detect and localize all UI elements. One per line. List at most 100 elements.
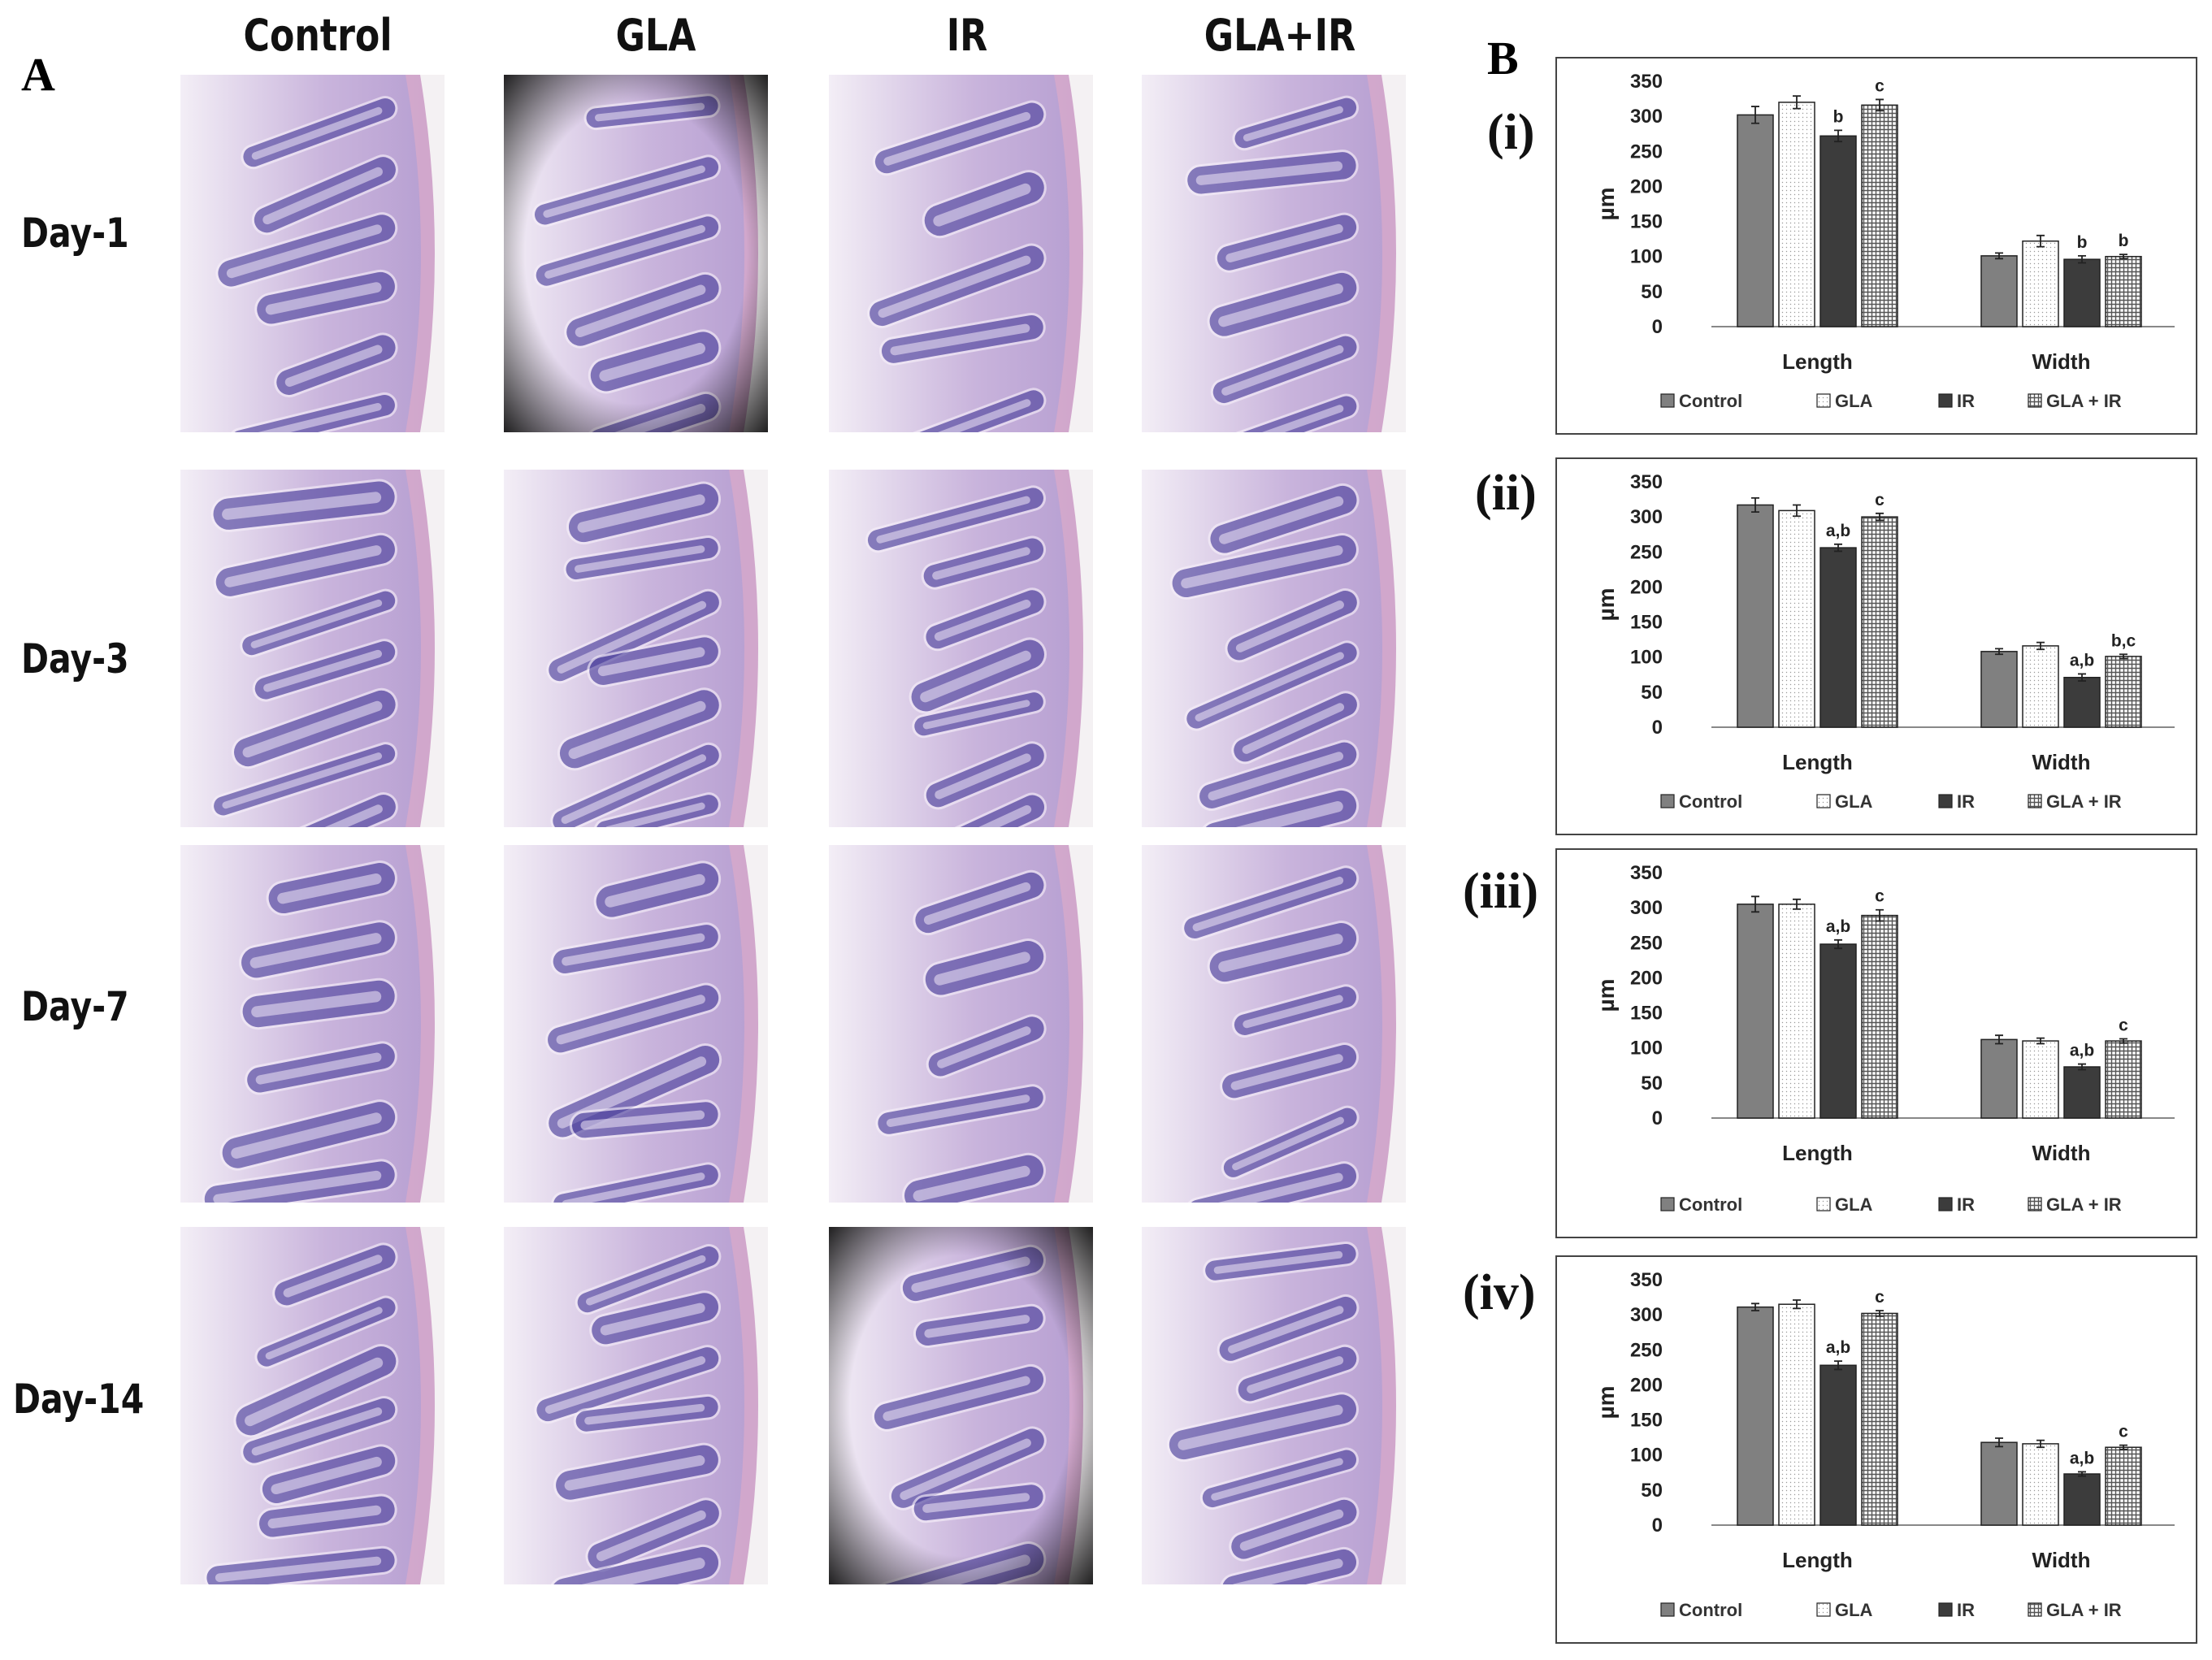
y-tick-label: 250 <box>1630 1339 1663 1361</box>
y-tick-label: 150 <box>1630 1410 1663 1432</box>
error-bar <box>2036 1037 2045 1045</box>
legend-swatch <box>2028 393 2042 408</box>
y-tick-label: 100 <box>1630 246 1663 268</box>
micrograph-day-7-control <box>180 845 445 1203</box>
bar-length-2 <box>1819 135 1857 327</box>
bar-chart-ii: 0 50 100 150 200 250 300 350 µm a,b c Length a,b b,c W… <box>1555 457 2197 835</box>
panel-b-label: B <box>1487 32 1519 85</box>
y-tick-label: 300 <box>1630 897 1663 919</box>
error-bar <box>2119 653 2127 660</box>
micrograph-day-3-control <box>180 470 445 827</box>
bar-length-0 <box>1737 114 1774 327</box>
chart-label-iii: (iii) <box>1463 864 1538 919</box>
y-tick-label: 350 <box>1630 862 1663 884</box>
y-tick-label: 50 <box>1641 682 1663 704</box>
error-bar <box>1876 908 1884 922</box>
y-tick-label: 150 <box>1630 1003 1663 1025</box>
category-label: Length <box>1782 750 1853 774</box>
y-tick-label: 150 <box>1630 612 1663 634</box>
bar-width-3 <box>2105 656 2142 728</box>
significance-label: c <box>1875 76 1885 95</box>
y-tick-label: 300 <box>1630 1304 1663 1326</box>
legend-swatch <box>1816 794 1831 808</box>
legend-label: Control <box>1679 1194 1742 1215</box>
legend-label: IR <box>1957 1600 1975 1620</box>
y-tick-label: 350 <box>1630 471 1663 493</box>
category-label: Width <box>2032 349 2091 374</box>
chart-label-i: (i) <box>1487 105 1535 160</box>
bar-length-0 <box>1737 904 1774 1119</box>
bar-length-1 <box>1778 1303 1815 1526</box>
error-bar <box>1995 252 2003 260</box>
bar-width-2 <box>2063 1066 2101 1119</box>
chart-label-iv: (iv) <box>1463 1265 1536 1320</box>
bar-width-1 <box>2022 1040 2059 1119</box>
significance-label: c <box>2119 1423 2128 1441</box>
bar-width-0 <box>1980 1038 2018 1119</box>
bar-length-3 <box>1861 104 1898 327</box>
legend-swatch <box>2028 1197 2042 1211</box>
bar-length-3 <box>1861 516 1898 728</box>
legend-label: GLA <box>1835 391 1873 411</box>
legend-label: GLA <box>1835 791 1873 812</box>
legend-swatch <box>1938 393 1953 408</box>
y-tick-label: 100 <box>1630 647 1663 669</box>
bar-length-0 <box>1737 1306 1774 1526</box>
y-tick-label: 250 <box>1630 541 1663 563</box>
micrograph-day-7-ir <box>829 845 1093 1203</box>
error-bar <box>1834 1360 1842 1371</box>
bar-width-3 <box>2105 255 2142 327</box>
y-tick-label: 100 <box>1630 1445 1663 1467</box>
y-tick-label: 300 <box>1630 506 1663 528</box>
y-axis-label: µm <box>1594 187 1619 220</box>
y-axis-label: µm <box>1594 1385 1619 1419</box>
error-bar <box>1751 895 1759 913</box>
category-label: Length <box>1782 349 1853 374</box>
significance-label: b <box>2077 233 2088 252</box>
micrograph-day-1-ir <box>829 75 1093 432</box>
bar-width-1 <box>2022 1443 2059 1526</box>
error-bar <box>2119 1038 2127 1044</box>
bar-length-1 <box>1778 904 1815 1119</box>
significance-label: c <box>1875 887 1885 906</box>
legend-label: GLA <box>1835 1194 1873 1215</box>
error-bar <box>1793 1299 1801 1310</box>
error-bar <box>1995 1034 2003 1045</box>
error-bar <box>1751 496 1759 514</box>
legend-label: IR <box>1957 391 1975 411</box>
error-bar <box>2078 254 2086 264</box>
error-bar <box>2078 1063 2086 1071</box>
bar-width-0 <box>1980 651 2018 728</box>
micrograph-day-7-gla-ir <box>1142 845 1406 1203</box>
error-bar <box>1834 543 1842 553</box>
panel-a-label: A <box>21 48 55 101</box>
row-header-day-1: Day-1 <box>21 210 129 257</box>
y-tick-label: 150 <box>1630 211 1663 233</box>
bar-length-2 <box>1819 1364 1857 1526</box>
chart-label-ii: (ii) <box>1475 466 1537 521</box>
legend-label: GLA + IR <box>2046 1194 2122 1215</box>
bar-width-2 <box>2063 676 2101 728</box>
y-tick-label: 50 <box>1641 281 1663 303</box>
error-bar <box>2078 1471 2086 1477</box>
row-header-day-7: Day-7 <box>21 983 129 1030</box>
column-header-control: Control <box>243 10 393 61</box>
y-tick-label: 0 <box>1652 316 1663 338</box>
bar-width-3 <box>2105 1040 2142 1119</box>
y-tick-label: 200 <box>1630 176 1663 197</box>
category-label: Width <box>2032 750 2091 774</box>
bar-length-1 <box>1778 509 1815 728</box>
category-label: Width <box>2032 1141 2091 1165</box>
legend-swatch <box>2028 1602 2042 1617</box>
error-bar <box>1876 98 1884 112</box>
legend-label: GLA + IR <box>2046 791 2122 812</box>
error-bar <box>2119 1444 2127 1450</box>
error-bar <box>1793 898 1801 910</box>
error-bar <box>1751 106 1759 124</box>
row-header-day-14: Day-14 <box>13 1376 145 1423</box>
column-header-gla-ir: GLA+IR <box>1204 10 1356 61</box>
micrograph-day-14-ir <box>829 1227 1093 1584</box>
legend-swatch <box>1660 1602 1675 1617</box>
error-bar <box>2036 641 2045 651</box>
y-tick-label: 100 <box>1630 1038 1663 1060</box>
